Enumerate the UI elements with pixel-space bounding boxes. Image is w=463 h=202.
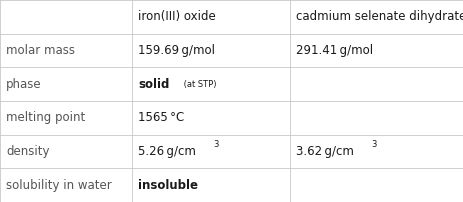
Text: 3: 3	[370, 140, 376, 149]
Text: 159.69 g/mol: 159.69 g/mol	[138, 44, 215, 57]
Text: 5.26 g/cm: 5.26 g/cm	[138, 145, 196, 158]
Text: 3.62 g/cm: 3.62 g/cm	[295, 145, 353, 158]
Text: solid: solid	[138, 78, 169, 91]
Text: (at STP): (at STP)	[181, 80, 216, 89]
Text: melting point: melting point	[6, 111, 85, 124]
Text: cadmium selenate dihydrate: cadmium selenate dihydrate	[295, 10, 463, 23]
Text: 1565 °C: 1565 °C	[138, 111, 184, 124]
Text: molar mass: molar mass	[6, 44, 75, 57]
Text: solubility in water: solubility in water	[6, 179, 112, 192]
Text: iron(III) oxide: iron(III) oxide	[138, 10, 216, 23]
Text: density: density	[6, 145, 50, 158]
Text: 291.41 g/mol: 291.41 g/mol	[295, 44, 372, 57]
Text: 3: 3	[213, 140, 219, 149]
Text: insoluble: insoluble	[138, 179, 198, 192]
Text: phase: phase	[6, 78, 42, 91]
